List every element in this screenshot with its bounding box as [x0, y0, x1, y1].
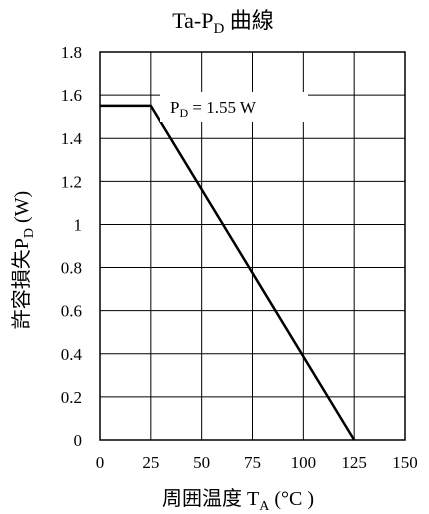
x-axis-label: 周囲温度 TA (°C ) — [162, 487, 314, 514]
series-layer — [100, 104, 356, 441]
x-axis-label-sub: A — [259, 499, 270, 514]
y-tick-label: 1 — [74, 215, 83, 234]
y-tick-label: 0.8 — [61, 259, 82, 278]
annotation-sub: D — [179, 106, 188, 120]
chart-title: Ta-PD 曲線 — [172, 8, 274, 37]
y-tick-label: 0.2 — [61, 388, 82, 407]
series-line — [100, 104, 356, 441]
x-axis-label-main: 周囲温度 T — [162, 487, 259, 510]
x-tick-label: 150 — [392, 453, 418, 472]
y-axis-label-sub: D — [22, 228, 37, 238]
chart-title-main: Ta-P — [172, 8, 213, 33]
x-axis-label-suffix: (°C ) — [269, 488, 314, 510]
y-tick-label: 1.2 — [61, 172, 82, 191]
x-tick-label: 125 — [341, 453, 367, 472]
y-tick-label: 0 — [74, 431, 83, 450]
plot-frame — [99, 51, 406, 441]
y-tick-label: 1.6 — [61, 86, 82, 105]
y-axis-label-main: 許容損失P — [10, 238, 33, 329]
chart-title-sub: D — [213, 21, 224, 37]
annotation-box — [160, 92, 308, 122]
y-axis-label: 許容損失PD (W) — [10, 191, 37, 329]
y-tick-label: 1.8 — [61, 43, 82, 62]
x-tick-label: 0 — [96, 453, 105, 472]
y-axis-label-suffix: (W) — [11, 191, 33, 228]
y-tick-label: 1.4 — [61, 129, 83, 148]
x-tick-label: 75 — [244, 453, 261, 472]
x-tick-label: 100 — [291, 453, 317, 472]
x-tick-label: 25 — [142, 453, 159, 472]
annotation-suffix: = 1.55 W — [188, 98, 257, 117]
chart-title-suffix: 曲線 — [224, 8, 274, 33]
y-tick-label: 0.6 — [61, 302, 82, 321]
y-tick-label: 0.4 — [61, 345, 83, 364]
tick-labels: 0 25 50 75 100 125 150 0 0.2 0.4 0.6 0.8 1 1.2 1.4 1.6 1… — [61, 43, 418, 472]
x-tick-label: 50 — [193, 453, 210, 472]
annotation-label: PD = 1.55 W — [170, 98, 257, 120]
annotation-main: P — [170, 98, 179, 117]
grid-layer — [99, 51, 406, 441]
